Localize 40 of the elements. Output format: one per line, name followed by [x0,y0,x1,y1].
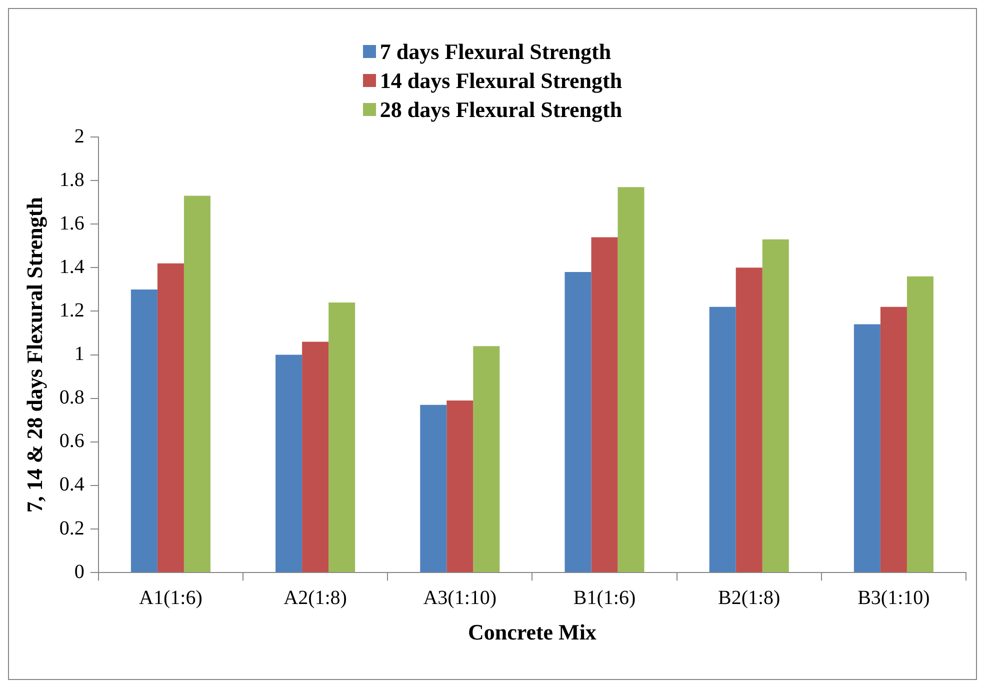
bar [420,404,447,572]
bar [618,187,644,572]
bar [709,306,736,572]
y-tick-label: 2 [74,125,84,148]
bar [446,400,474,572]
bar [906,276,934,572]
x-tick-label: B1(1:6) [573,586,636,609]
y-tick-label: 0.6 [59,430,84,452]
bar [473,346,500,572]
y-tick-label: 0 [74,560,84,583]
y-tick-label: 0.2 [59,517,84,540]
y-tick-label: 1.6 [59,212,84,234]
bar [736,268,762,572]
bar [880,306,907,572]
bar [591,237,618,572]
bar [762,239,789,572]
legend-label: 7 days Flexural Strength [380,38,612,64]
legend-label: 28 days Flexural Strength [380,96,622,122]
y-tick-label: 0.8 [59,386,84,409]
x-tick-label: A2(1:8) [284,586,347,609]
y-tick-label: 1 [74,343,84,366]
y-tick-label: 1.4 [59,256,84,278]
bar [130,289,158,572]
legend-label: 14 days Flexural Strength [380,68,622,94]
y-tick-label: 0.4 [59,474,84,496]
bar [302,342,329,572]
x-tick-label: A1(1:6) [139,586,202,609]
bar [157,263,184,572]
bar [276,354,302,572]
x-tick-label: B2(1:8) [718,586,780,609]
x-axis-title: Concrete Mix [468,619,596,644]
y-axis-title: 7, 14 & 28 days Flexural Strength [22,197,47,513]
y-tick-label: 1.2 [59,299,84,322]
x-tick-label: B3(1:10) [858,586,930,609]
bar [564,272,592,572]
bar [328,302,356,572]
bar [184,196,210,572]
bar [854,324,880,572]
y-tick-label: 1.8 [59,168,84,191]
x-tick-label: A3(1:10) [423,586,497,609]
